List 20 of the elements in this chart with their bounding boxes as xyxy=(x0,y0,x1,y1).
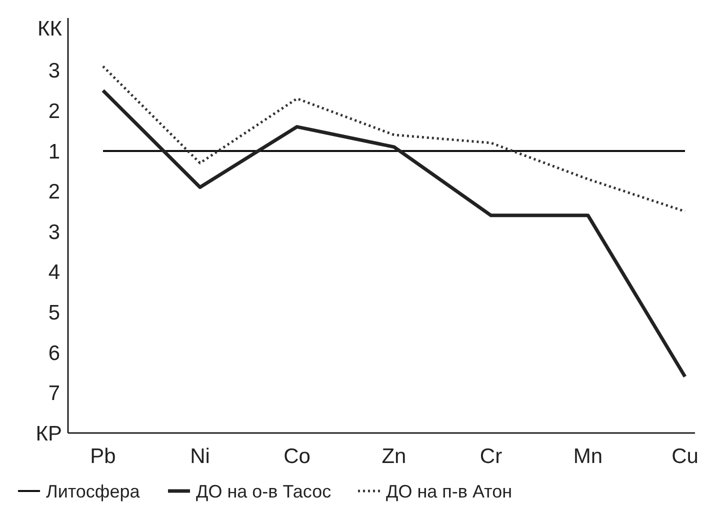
text: КК xyxy=(38,17,63,40)
y-tick-label: 2 xyxy=(48,100,60,124)
line-series xyxy=(101,88,687,378)
text: КР xyxy=(36,422,62,446)
x-tick-label: Cr xyxy=(480,445,502,468)
x-tick-label: Co xyxy=(284,445,310,468)
y-tick-label: 1 xyxy=(48,140,60,164)
x-tick-label: Cu xyxy=(672,445,698,468)
y2-tick-label: 6 xyxy=(48,342,60,365)
y2-tick-label: 5 xyxy=(48,301,60,324)
legend-label: Литосфера xyxy=(46,481,141,502)
y2-tick-label: 4 xyxy=(48,261,60,284)
y-tick-label: 3 xyxy=(48,60,60,83)
x-tick-label: Ni xyxy=(190,445,210,468)
x-tick-label: Pb xyxy=(90,445,116,468)
legend-label: ДО на п-в Атон xyxy=(386,481,512,502)
y2-tick-label: 7 xyxy=(48,382,60,406)
legend-label: ДО на о-в Тасос xyxy=(196,481,332,502)
x-tick-label: Mn xyxy=(573,445,603,468)
x-tick-label: Zn xyxy=(382,445,406,468)
